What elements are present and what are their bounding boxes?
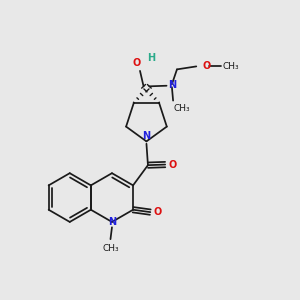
Text: O: O	[133, 58, 141, 68]
Text: O: O	[168, 160, 176, 170]
Text: O: O	[202, 61, 211, 71]
Text: CH₃: CH₃	[222, 62, 239, 71]
Text: O: O	[153, 206, 161, 217]
Text: N: N	[168, 80, 176, 90]
Text: N: N	[142, 131, 151, 141]
Text: H: H	[147, 52, 155, 62]
Text: CH₃: CH₃	[102, 244, 119, 253]
Text: CH₃: CH₃	[174, 104, 190, 113]
Text: N: N	[108, 217, 116, 227]
